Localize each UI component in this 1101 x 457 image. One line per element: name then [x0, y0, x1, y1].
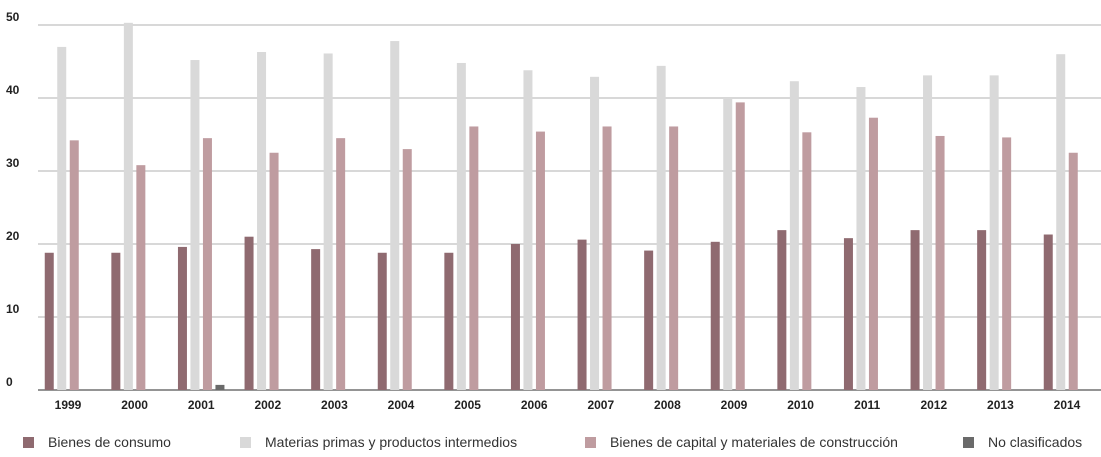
- bar-2008-series-1: [656, 65, 666, 390]
- y-tick-label: 20: [6, 229, 20, 243]
- y-tick-label: 0: [6, 375, 13, 389]
- x-tick-label: 2014: [1054, 398, 1081, 412]
- bar-2014-series-0: [1043, 234, 1053, 390]
- bar-2002-series-2: [269, 152, 279, 390]
- bar-2013-series-0: [977, 230, 987, 390]
- bar-2003-series-2: [336, 138, 346, 390]
- bar-2012-series-0: [910, 230, 920, 390]
- legend-item-materias-primas: Materias primas y productos intermedios: [240, 434, 517, 450]
- bar-2007-series-1: [590, 76, 600, 390]
- bar-2008-series-2: [669, 126, 679, 390]
- bar-2004-series-1: [390, 41, 400, 391]
- y-axis-tick-labels: 0 10 20 30 40 50: [6, 10, 20, 389]
- y-tick-label: 50: [6, 10, 20, 24]
- legend-swatch: [963, 436, 974, 448]
- x-tick-label: 2005: [454, 398, 481, 412]
- bar-2005-series-2: [469, 126, 479, 390]
- x-tick-label: 2002: [254, 398, 281, 412]
- bar-2000-series-0: [111, 252, 121, 390]
- bar-2010-series-2: [802, 132, 812, 390]
- legend: Bienes de consumo Materias primas y prod…: [0, 434, 1101, 454]
- bar-2011-series-0: [843, 238, 853, 390]
- bar-2005-series-0: [444, 252, 454, 390]
- bar-2010-series-1: [789, 81, 799, 391]
- x-tick-label: 2013: [987, 398, 1014, 412]
- x-tick-label: 2003: [321, 398, 348, 412]
- bar-2006-series-1: [523, 70, 533, 390]
- legend-label: Bienes de capital y materiales de constr…: [610, 434, 898, 450]
- x-tick-label: 2012: [920, 398, 947, 412]
- bar-1999-series-0: [44, 252, 54, 390]
- bar-2007-series-2: [602, 126, 612, 390]
- legend-item-no-clasificados: No clasificados: [963, 434, 1082, 450]
- x-tick-label: 2010: [787, 398, 814, 412]
- bar-2005-series-1: [456, 62, 466, 391]
- bar-2014-series-1: [1056, 54, 1066, 390]
- bar-2002-series-0: [244, 236, 254, 390]
- bar-chart: 0 10 20 30 40 50 1999 2000 2001 2002 2003 2004 2005…: [6, 10, 1101, 412]
- x-tick-label: 2006: [521, 398, 548, 412]
- x-tick-label: 2009: [721, 398, 748, 412]
- bar-2004-series-0: [377, 252, 387, 390]
- bar-2013-series-2: [1002, 137, 1012, 390]
- bar-2001-series-2: [202, 138, 212, 390]
- x-tick-label: 2000: [121, 398, 148, 412]
- legend-item-bienes-de-consumo: Bienes de consumo: [23, 434, 171, 450]
- bar-2011-series-1: [856, 87, 866, 391]
- legend-swatch: [23, 436, 34, 448]
- bar-2008-series-0: [644, 250, 654, 390]
- bar-2001-series-1: [190, 60, 200, 390]
- bar-1999-series-2: [69, 140, 79, 390]
- legend-label: Bienes de consumo: [48, 434, 171, 450]
- x-tick-label: 2001: [188, 398, 215, 412]
- bar-2009-series-1: [723, 98, 733, 390]
- bar-2009-series-2: [735, 102, 745, 390]
- bar-2001-series-0: [177, 246, 187, 390]
- y-tick-label: 40: [6, 83, 20, 97]
- legend-label: Materias primas y productos intermedios: [265, 434, 518, 450]
- legend-swatch: [240, 436, 251, 448]
- y-tick-label: 30: [6, 156, 20, 170]
- x-tick-label: 1999: [55, 398, 82, 412]
- bar-2010-series-0: [777, 230, 787, 390]
- bar-2013-series-1: [989, 75, 999, 391]
- x-tick-label: 2011: [854, 398, 880, 412]
- bar-2000-series-1: [123, 22, 133, 391]
- legend-item-bienes-de-capital: Bienes de capital y materiales de constr…: [585, 434, 898, 450]
- bar-2012-series-1: [923, 75, 933, 391]
- bar-2014-series-2: [1068, 152, 1078, 390]
- x-axis-tick-labels: 1999 2000 2001 2002 2003 2004 2005 2006 2007 2008…: [55, 398, 1081, 412]
- bar-1999-series-1: [57, 46, 67, 391]
- bar-2009-series-0: [710, 241, 720, 390]
- bar-2011-series-2: [868, 117, 878, 391]
- bar-2004-series-2: [402, 149, 412, 390]
- x-tick-label: 2004: [388, 398, 415, 412]
- legend-swatch: [585, 436, 596, 448]
- legend-label: No clasificados: [988, 434, 1083, 450]
- bar-2006-series-2: [535, 131, 545, 390]
- x-tick-label: 2008: [654, 398, 681, 412]
- bar-2007-series-0: [577, 239, 587, 390]
- bar-2003-series-1: [323, 53, 333, 390]
- y-tick-label: 10: [6, 302, 20, 316]
- bar-2000-series-2: [136, 165, 146, 390]
- x-tick-label: 2007: [587, 398, 614, 412]
- bar-2003-series-0: [311, 249, 321, 390]
- bars: [44, 22, 1078, 391]
- bar-2012-series-2: [935, 135, 945, 390]
- bar-2006-series-0: [510, 244, 520, 390]
- bar-2001-series-3: [215, 384, 225, 390]
- bar-2002-series-1: [257, 52, 267, 390]
